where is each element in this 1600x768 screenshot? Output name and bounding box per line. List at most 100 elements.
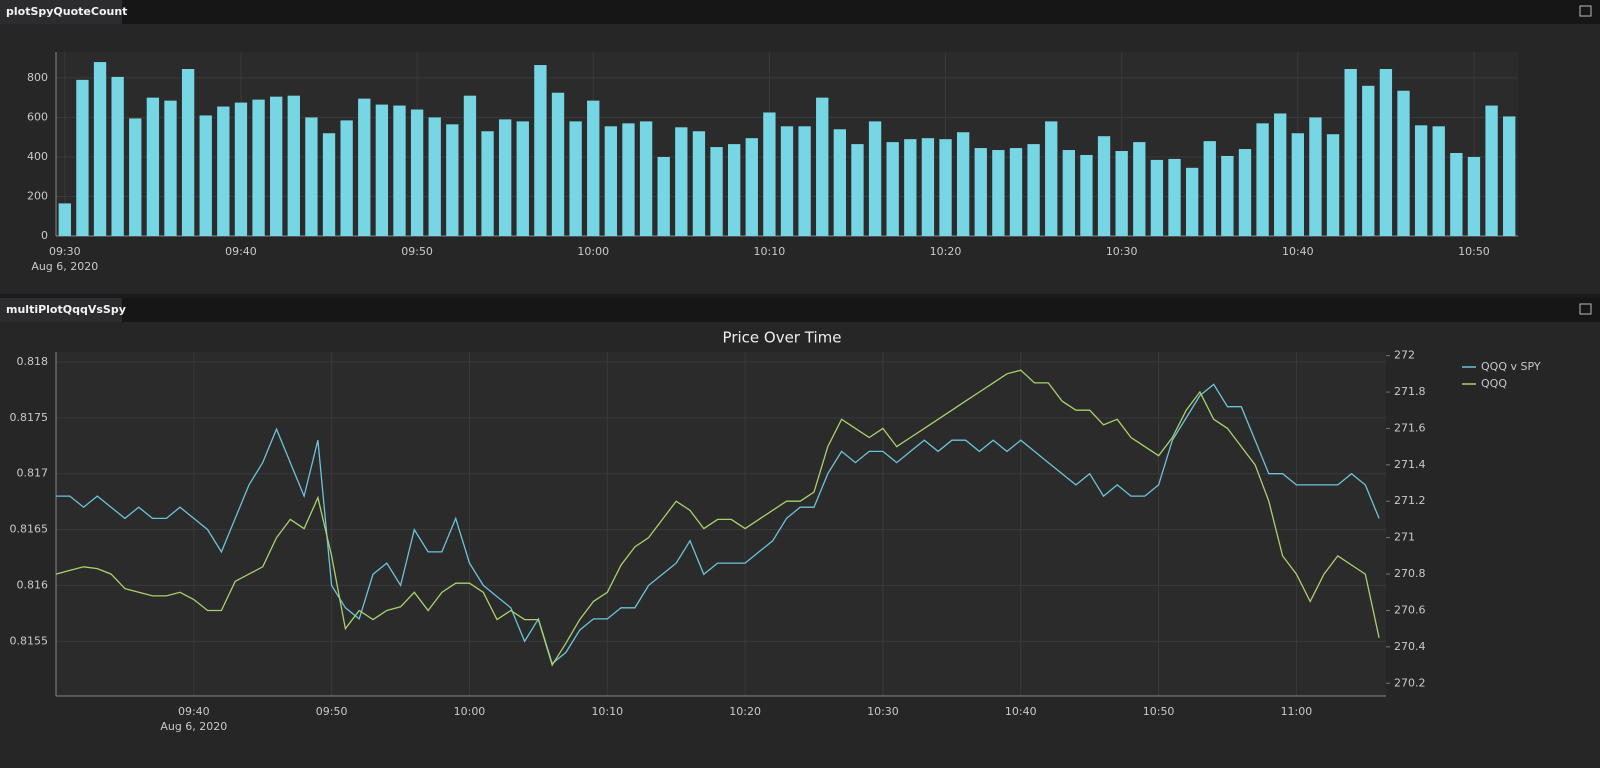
x-tick-label: 10:50	[1143, 705, 1175, 718]
y-tick-label: 800	[27, 71, 48, 84]
bar	[181, 68, 195, 236]
line	[56, 383, 1380, 665]
bar	[1432, 126, 1445, 236]
bar	[58, 203, 71, 236]
bar	[234, 102, 248, 236]
x-tick-label: 10:30	[1106, 245, 1138, 258]
bar	[763, 112, 776, 236]
bar	[1256, 123, 1269, 236]
x-tick-label: 09:50	[316, 705, 348, 718]
x-tick-label: 10:10	[591, 705, 623, 718]
bar	[604, 126, 618, 236]
bar	[798, 126, 811, 236]
bar	[199, 115, 212, 236]
plot-area	[56, 352, 1386, 696]
bar	[1133, 142, 1146, 236]
bar	[534, 65, 547, 236]
y-tick-label: 600	[27, 110, 48, 123]
maximize-icon[interactable]	[1579, 303, 1592, 315]
y-tick-label: 0.817	[17, 467, 49, 480]
y-tick-label: 0.816	[17, 578, 49, 591]
bar	[322, 133, 336, 236]
bar	[516, 121, 529, 236]
tab-label: plotSpyQuoteCount	[6, 5, 127, 18]
bar	[1397, 90, 1410, 236]
bar	[569, 121, 582, 236]
y-tick-label: 400	[27, 150, 48, 163]
bar	[463, 95, 477, 236]
bar	[1027, 144, 1040, 236]
tab[interactable]	[0, 298, 122, 322]
bar	[1097, 136, 1111, 236]
bar	[974, 148, 987, 236]
bar	[1009, 148, 1023, 236]
y2-tick-label: 270.8	[1394, 567, 1426, 580]
x-tick-label: 10:30	[867, 705, 899, 718]
legend-label: QQQ	[1481, 377, 1507, 390]
bar	[1221, 155, 1234, 236]
y2-tick-label: 271.6	[1394, 421, 1426, 434]
x-tick-label: 10:10	[754, 245, 786, 258]
bar	[111, 76, 124, 236]
x-tick-label: 10:50	[1458, 245, 1490, 258]
bar	[1168, 158, 1181, 236]
bar	[76, 79, 89, 236]
y2-tick-label: 271.2	[1394, 494, 1426, 507]
bar	[1115, 151, 1128, 236]
bar	[727, 144, 741, 236]
x-tick-label: 09:40	[178, 705, 210, 718]
bar	[851, 144, 864, 236]
bar	[833, 129, 847, 236]
bar	[886, 142, 899, 236]
tab-bar	[0, 0, 1600, 24]
y-tick-label: 0.8165	[10, 523, 49, 536]
bar	[639, 121, 653, 236]
bar	[816, 97, 829, 236]
x-tick-label: 09:40	[225, 245, 257, 258]
bar	[675, 127, 688, 236]
bar	[1362, 85, 1375, 236]
tab[interactable]	[0, 0, 122, 24]
bar	[1450, 152, 1463, 236]
bar	[1414, 125, 1428, 236]
x-date-label: Aug 6, 2020	[31, 260, 98, 273]
bar	[868, 121, 882, 236]
x-tick-label: 10:20	[729, 705, 761, 718]
bar	[1062, 150, 1075, 236]
bar	[780, 126, 794, 236]
y2-tick-label: 271.8	[1394, 385, 1426, 398]
bar	[622, 123, 635, 236]
bar	[1326, 134, 1340, 236]
bar	[358, 98, 371, 236]
bar	[939, 139, 952, 236]
bar	[1291, 133, 1304, 236]
bar	[410, 109, 424, 236]
bar	[287, 95, 300, 236]
y2-tick-label: 272	[1394, 349, 1415, 362]
bar	[1185, 167, 1199, 236]
bar	[1045, 121, 1058, 236]
bar	[129, 118, 142, 236]
bar	[252, 99, 265, 236]
bar	[1150, 159, 1164, 236]
x-tick-label: 10:40	[1282, 245, 1314, 258]
maximize-icon[interactable]	[1579, 5, 1592, 17]
bar	[992, 150, 1005, 236]
x-tick-label: 10:00	[577, 245, 609, 258]
bar	[481, 131, 494, 236]
bar	[745, 138, 758, 236]
y2-tick-label: 270.6	[1394, 603, 1426, 616]
x-tick-label: 11:00	[1281, 705, 1313, 718]
bar	[1203, 141, 1216, 236]
y2-tick-label: 270.2	[1394, 676, 1426, 689]
bar	[921, 138, 935, 236]
x-tick-label: 10:40	[1005, 705, 1037, 718]
bar	[1309, 117, 1322, 236]
bar	[1467, 156, 1481, 236]
bar	[1274, 113, 1287, 236]
bar	[1485, 105, 1498, 236]
bar	[692, 131, 706, 236]
bar	[551, 92, 565, 236]
